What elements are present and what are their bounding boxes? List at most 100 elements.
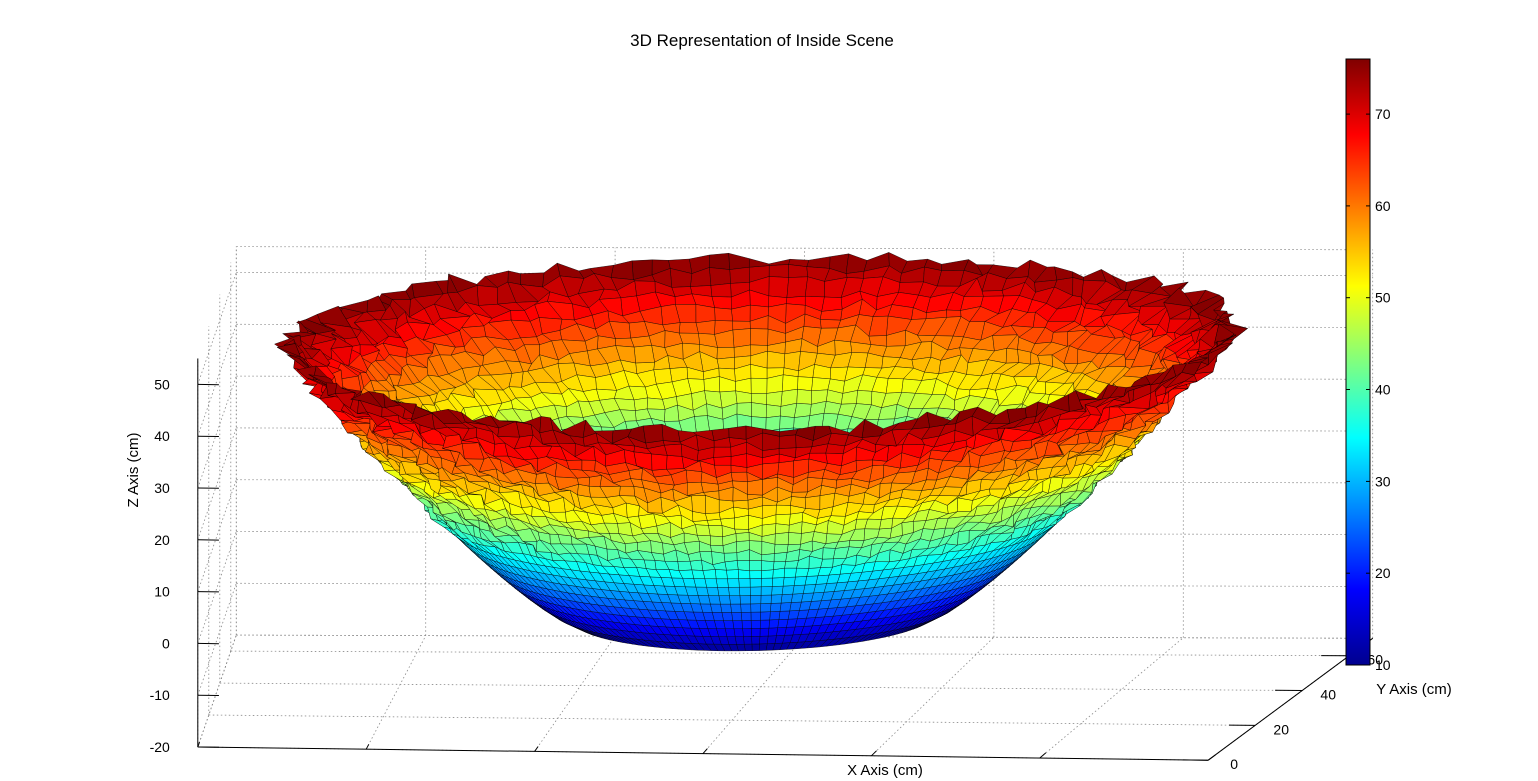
surface-patch bbox=[779, 602, 792, 612]
surface-patch bbox=[710, 535, 724, 546]
surface-patch bbox=[804, 575, 819, 586]
floor-grid-line bbox=[871, 636, 995, 757]
colorbar-tick-label: 10 bbox=[1375, 657, 1391, 673]
colorbar-tick-label: 40 bbox=[1375, 382, 1391, 398]
colorbar-tick-label: 30 bbox=[1375, 473, 1391, 489]
surface-patch bbox=[729, 595, 741, 605]
surface-patch bbox=[760, 586, 773, 596]
surface-patch bbox=[766, 391, 783, 407]
surface-patch bbox=[791, 491, 808, 498]
surface-patch bbox=[793, 402, 812, 418]
surface-patch bbox=[774, 532, 790, 545]
surface-patch bbox=[637, 540, 652, 553]
surface-patch bbox=[750, 377, 768, 394]
surface-patch bbox=[728, 586, 741, 596]
surface-patch bbox=[759, 627, 770, 637]
surface-patch bbox=[689, 559, 704, 571]
surface-patch bbox=[749, 586, 762, 596]
surface-plot bbox=[273, 252, 1249, 652]
surface-patch bbox=[771, 585, 784, 596]
z-tick-label: 10 bbox=[154, 584, 170, 600]
surface-patch bbox=[749, 570, 762, 579]
surface-patch bbox=[793, 415, 811, 430]
surface-patch bbox=[811, 377, 831, 392]
surface-patch bbox=[795, 567, 810, 578]
surface-patch bbox=[771, 577, 785, 587]
surface-patch bbox=[721, 612, 733, 621]
surface-patch bbox=[735, 532, 750, 542]
surface-patch bbox=[750, 619, 761, 629]
surface-patch bbox=[885, 378, 904, 394]
surface-patch bbox=[751, 628, 761, 637]
colorbar-tick-label: 50 bbox=[1375, 290, 1391, 306]
surface-patch bbox=[709, 252, 730, 270]
surface-patch bbox=[732, 620, 743, 629]
surface-patch bbox=[783, 351, 801, 372]
floor-grid-line bbox=[534, 635, 616, 752]
surface-patch bbox=[822, 547, 836, 560]
surface-patch bbox=[793, 576, 807, 586]
surface-patch bbox=[710, 283, 732, 298]
surface-patch bbox=[829, 366, 849, 382]
x-tick-mark bbox=[365, 744, 370, 750]
surface-patch bbox=[747, 479, 763, 496]
surface-patch bbox=[796, 388, 812, 405]
surface-patch bbox=[751, 636, 761, 645]
surface-patch bbox=[716, 357, 735, 370]
surface-patch bbox=[775, 504, 791, 515]
y-tick-label: 40 bbox=[1320, 687, 1336, 703]
surface-patch bbox=[751, 402, 767, 418]
surface-patch bbox=[740, 611, 752, 621]
surface-patch bbox=[748, 258, 770, 268]
surface-patch bbox=[738, 578, 751, 588]
surface-patch bbox=[879, 517, 893, 530]
surface-patch bbox=[717, 587, 730, 596]
surface-patch bbox=[768, 264, 789, 278]
surface-patch bbox=[739, 595, 751, 605]
surface-patch bbox=[716, 347, 735, 360]
surface-patch bbox=[476, 285, 498, 306]
surface-patch bbox=[711, 296, 732, 310]
surface-patch bbox=[714, 307, 733, 322]
surface-patch bbox=[714, 620, 726, 629]
surface-patch bbox=[713, 456, 732, 466]
floor-grid-line bbox=[1039, 637, 1184, 759]
side-grid-line bbox=[197, 324, 237, 437]
surface-patch bbox=[708, 595, 721, 605]
surface-patch bbox=[713, 446, 732, 458]
surface-patch bbox=[695, 304, 716, 324]
surface-patch bbox=[693, 578, 707, 588]
surface-patch bbox=[736, 560, 750, 572]
surface-patch bbox=[685, 469, 703, 483]
surface-patch bbox=[821, 296, 843, 312]
surface-patch bbox=[677, 560, 693, 571]
surface-patch bbox=[715, 578, 729, 588]
surface-patch bbox=[743, 643, 753, 652]
surface-patch bbox=[749, 578, 762, 588]
surface-patch bbox=[767, 627, 778, 637]
surface-patch bbox=[736, 413, 752, 428]
surface-patch bbox=[718, 595, 731, 605]
surface-patch bbox=[1005, 348, 1020, 364]
surface-patch bbox=[695, 586, 709, 596]
z-axis-label: Z Axis (cm) bbox=[125, 433, 142, 508]
y-axis-label: Y Axis (cm) bbox=[1376, 681, 1452, 698]
y-tick-label: 0 bbox=[1230, 756, 1238, 772]
surface-patch bbox=[638, 513, 657, 529]
surface-patch bbox=[750, 603, 762, 613]
surface-patch bbox=[733, 628, 744, 637]
surface-patch bbox=[778, 610, 790, 620]
colorbar-fill bbox=[1345, 58, 1371, 666]
surface-patch bbox=[749, 560, 762, 572]
side-grid-line bbox=[197, 375, 237, 489]
surface-patch bbox=[775, 513, 791, 526]
surface-patch bbox=[740, 603, 752, 613]
side-grid-line bbox=[197, 634, 237, 748]
x-axis-label: X Axis (cm) bbox=[847, 762, 923, 779]
surface-patch bbox=[653, 368, 673, 385]
surface-patch bbox=[739, 586, 751, 596]
surface-patch bbox=[790, 593, 804, 603]
surface-patch bbox=[766, 635, 777, 644]
surface-patch bbox=[946, 309, 962, 318]
surface-patch bbox=[770, 602, 782, 612]
